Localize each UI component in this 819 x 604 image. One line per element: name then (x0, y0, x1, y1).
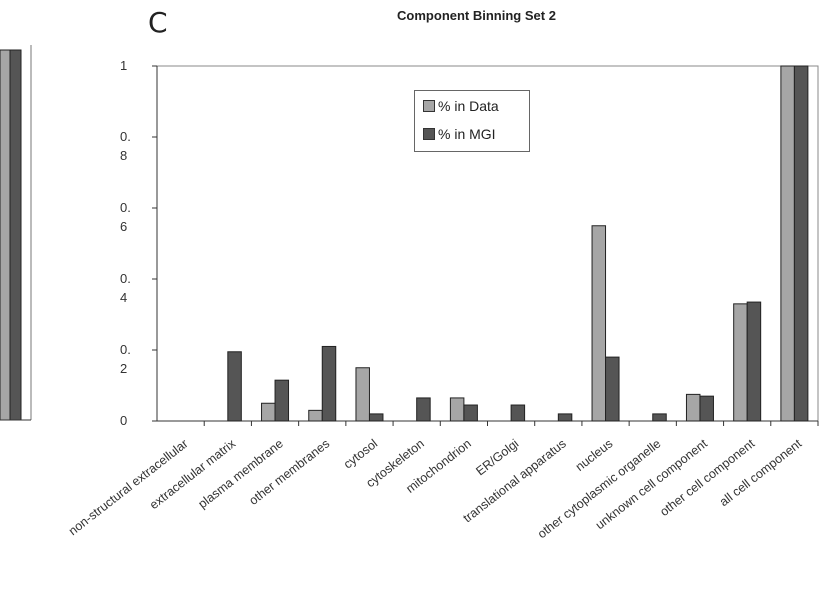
bar-mgi-1 (227, 351, 242, 422)
left-fragment-bar-0 (0, 49, 11, 421)
bar-mgi-13 (793, 65, 809, 422)
y-tick-label: 0. 6 (120, 200, 131, 234)
legend-label-data: % in Data (438, 98, 499, 114)
chart-title-text: Component Binning Set 2 (397, 8, 556, 23)
bars-group (227, 65, 809, 422)
bar-mgi-10 (652, 413, 667, 422)
bar-mgi-12 (746, 301, 762, 422)
y-tick-label: 0. 8 (120, 129, 131, 163)
bar-mgi-3 (321, 345, 337, 422)
bar-data-13 (780, 65, 795, 422)
bar-mgi-11 (699, 395, 714, 422)
y-tick-label: 0. 4 (120, 271, 131, 305)
legend-item-data: % in Data (423, 98, 499, 114)
bar-mgi-7 (510, 404, 526, 422)
legend: % in Data % in MGI (414, 90, 530, 152)
bar-data-9 (591, 225, 607, 422)
legend-label-mgi: % in MGI (438, 126, 496, 142)
legend-item-mgi: % in MGI (423, 126, 496, 142)
left-fragment-bar-1 (9, 49, 22, 421)
bar-data-12 (733, 303, 748, 422)
legend-swatch-mgi (423, 128, 435, 140)
bar-mgi-6 (463, 404, 478, 422)
bar-data-6 (449, 397, 465, 422)
chart-title: Component Binning Set 2 (0, 8, 819, 23)
bar-mgi-9 (605, 356, 620, 422)
bar-data-3 (308, 409, 323, 422)
bar-mgi-4 (368, 413, 384, 422)
bar-data-2 (261, 402, 276, 422)
bar-mgi-2 (274, 379, 290, 422)
y-tick-label: 0 (120, 413, 128, 428)
bar-mgi-8 (557, 413, 573, 422)
panel-label: C (148, 6, 168, 39)
bar-mgi-5 (416, 397, 431, 422)
y-tick-label: 1 (120, 58, 128, 73)
axis-ticks-group (152, 65, 819, 426)
legend-swatch-data (423, 100, 435, 112)
left-panel-fragment (0, 45, 32, 421)
bar-data-11 (685, 393, 701, 422)
bar-data-4 (355, 367, 370, 422)
y-tick-label: 0. 2 (120, 342, 131, 376)
